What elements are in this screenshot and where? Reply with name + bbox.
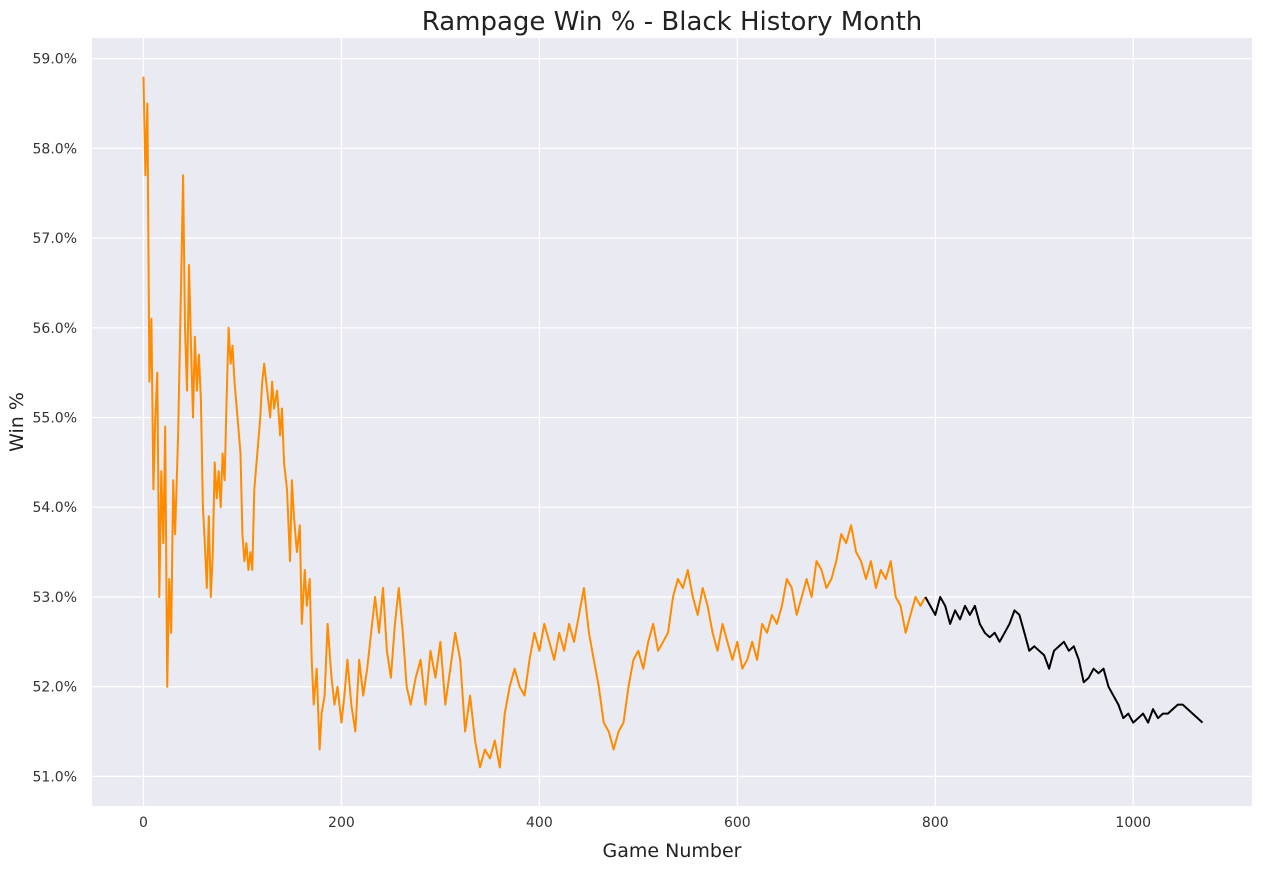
x-tick-label: 400 [526,815,553,831]
x-tick-label: 200 [328,815,355,831]
x-tick-label: 1000 [1115,815,1151,831]
y-tick-label: 53.0% [33,590,77,606]
chart-title: Rampage Win % - Black History Month [422,7,923,37]
y-tick-label: 54.0% [33,500,77,516]
y-axis-label: Win % [6,392,28,452]
x-gridlines [142,38,1134,806]
series-line-1 [142,76,927,769]
x-axis-ticks: 0 200 400 600 800 1000 [139,815,1151,831]
series-layer [142,76,1204,769]
series-line-2 [924,596,1204,724]
y-tick-label: 57.0% [33,231,77,247]
y-tick-label: 58.0% [33,141,77,157]
x-axis-label: Game Number [603,840,742,862]
y-tick-label: 55.0% [33,411,77,427]
x-tick-label: 600 [724,815,751,831]
x-tick-label: 800 [922,815,949,831]
y-tick-label: 56.0% [33,321,77,337]
y-axis-ticks: 51.0% 52.0% 53.0% 54.0% 55.0% 56.0% 57.0% 58.0%… [33,52,77,786]
x-tick-label: 0 [139,815,148,831]
y-tick-label: 59.0% [33,52,77,68]
y-tick-label: 52.0% [33,680,77,696]
y-tick-label: 51.0% [33,769,77,785]
plot-area [92,38,1252,806]
